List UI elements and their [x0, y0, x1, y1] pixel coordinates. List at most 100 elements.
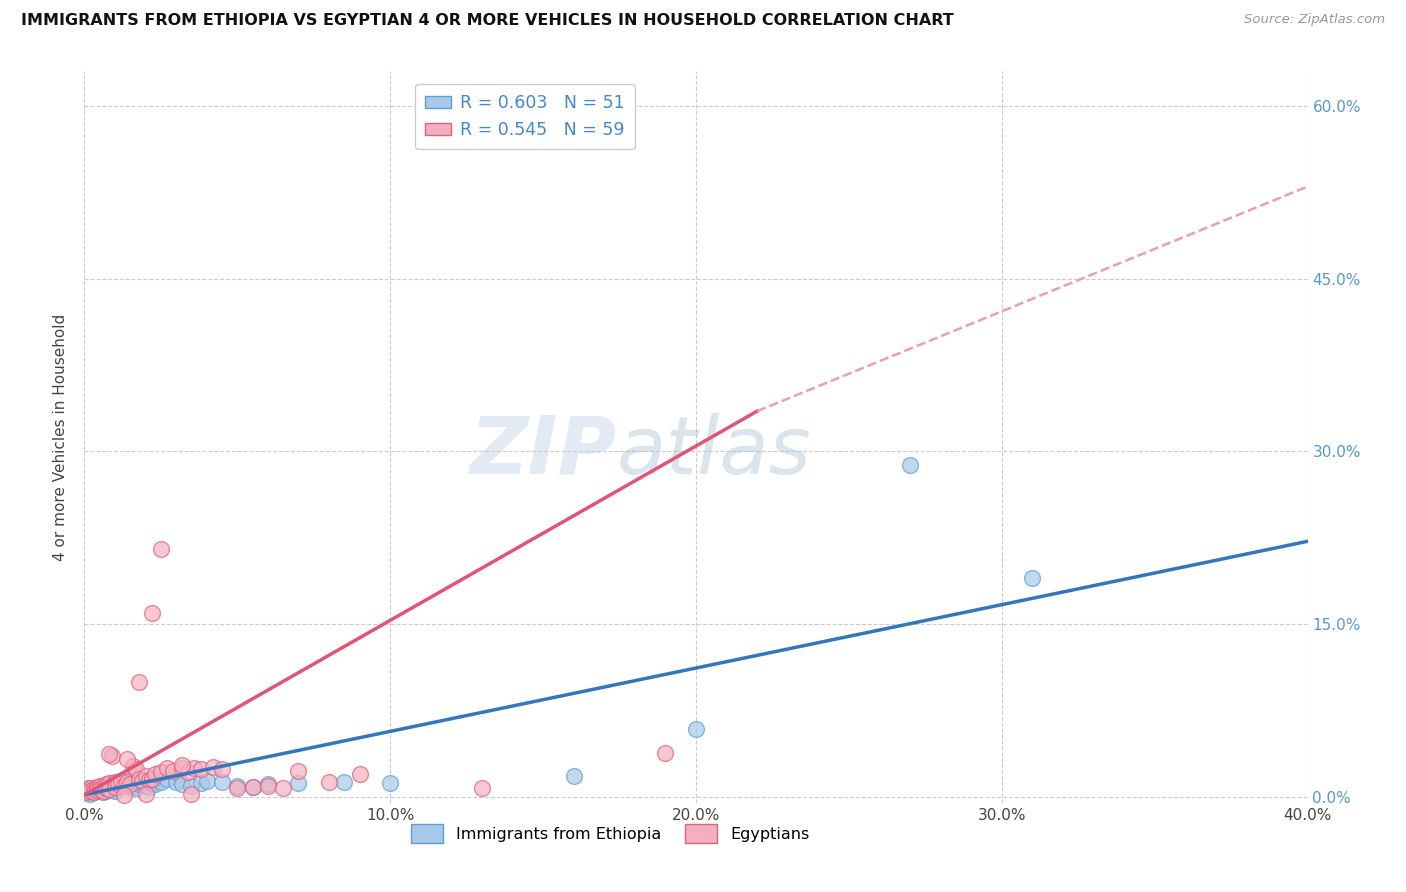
Point	[156, 761, 179, 775]
Point	[79, 780, 101, 795]
Point	[83, 785, 105, 799]
Point	[135, 787, 157, 801]
Point	[115, 775, 138, 789]
Text: IMMIGRANTS FROM ETHIOPIA VS EGYPTIAN 4 OR MORE VEHICLES IN HOUSEHOLD CORRELATION: IMMIGRANTS FROM ETHIOPIA VS EGYPTIAN 4 O…	[21, 13, 953, 29]
Point	[685, 722, 707, 736]
Point	[86, 784, 108, 798]
Point	[122, 759, 145, 773]
Point	[112, 788, 135, 802]
Point	[86, 783, 108, 797]
Point	[143, 767, 166, 781]
Point	[101, 776, 124, 790]
Point	[180, 779, 202, 793]
Point	[97, 747, 120, 762]
Point	[104, 780, 127, 794]
Point	[190, 763, 212, 777]
Point	[91, 779, 114, 793]
Point	[131, 775, 153, 789]
Point	[83, 782, 105, 797]
Point	[135, 769, 157, 783]
Point	[97, 782, 120, 797]
Point	[101, 783, 124, 797]
Legend: Immigrants from Ethiopia, Egyptians: Immigrants from Ethiopia, Egyptians	[405, 817, 815, 850]
Point	[898, 458, 921, 473]
Point	[183, 761, 205, 775]
Point	[104, 775, 127, 789]
Point	[104, 784, 127, 798]
Point	[94, 784, 117, 798]
Point	[149, 775, 172, 789]
Point	[149, 542, 172, 557]
Point	[226, 779, 249, 793]
Point	[172, 777, 194, 791]
Point	[122, 769, 145, 783]
Point	[162, 764, 184, 778]
Point	[115, 775, 138, 789]
Point	[89, 779, 111, 793]
Point	[115, 752, 138, 766]
Point	[91, 780, 114, 794]
Point	[242, 780, 264, 794]
Point	[271, 780, 294, 795]
Point	[172, 761, 194, 775]
Point	[128, 674, 150, 689]
Point	[107, 777, 129, 791]
Point	[97, 782, 120, 797]
Point	[83, 780, 105, 795]
Point	[112, 779, 135, 793]
Point	[128, 777, 150, 791]
Point	[257, 779, 280, 793]
Point	[76, 780, 98, 795]
Point	[131, 773, 153, 788]
Point	[201, 760, 224, 774]
Point	[76, 783, 98, 797]
Point	[86, 780, 108, 794]
Point	[91, 784, 114, 798]
Point	[125, 763, 148, 777]
Point	[97, 776, 120, 790]
Point	[149, 764, 172, 779]
Point	[318, 775, 340, 789]
Point	[89, 782, 111, 797]
Point	[76, 784, 98, 798]
Point	[86, 782, 108, 797]
Point	[287, 764, 309, 778]
Text: ZIP: ZIP	[470, 413, 616, 491]
Point	[180, 787, 202, 801]
Point	[94, 780, 117, 795]
Point	[141, 606, 163, 620]
Text: Source: ZipAtlas.com: Source: ZipAtlas.com	[1244, 13, 1385, 27]
Point	[120, 780, 142, 794]
Point	[190, 776, 212, 790]
Point	[156, 772, 179, 786]
Point	[138, 772, 160, 787]
Point	[287, 776, 309, 790]
Point	[104, 780, 127, 794]
Point	[211, 775, 233, 789]
Point	[94, 777, 117, 791]
Point	[76, 785, 98, 799]
Point	[333, 775, 356, 789]
Point	[380, 776, 402, 790]
Point	[120, 777, 142, 791]
Point	[138, 780, 160, 794]
Point	[107, 775, 129, 789]
Point	[471, 780, 494, 795]
Point	[172, 757, 194, 772]
Point	[128, 772, 150, 786]
Point	[143, 777, 166, 791]
Point	[562, 769, 585, 783]
Point	[110, 773, 132, 788]
Point	[135, 779, 157, 793]
Point	[349, 767, 371, 781]
Point	[141, 776, 163, 790]
Point	[165, 775, 187, 789]
Point	[79, 783, 101, 797]
Point	[79, 787, 101, 801]
Point	[101, 748, 124, 763]
Point	[242, 780, 264, 794]
Point	[125, 780, 148, 795]
Point	[83, 785, 105, 799]
Point	[112, 777, 135, 791]
Y-axis label: 4 or more Vehicles in Household: 4 or more Vehicles in Household	[53, 313, 69, 561]
